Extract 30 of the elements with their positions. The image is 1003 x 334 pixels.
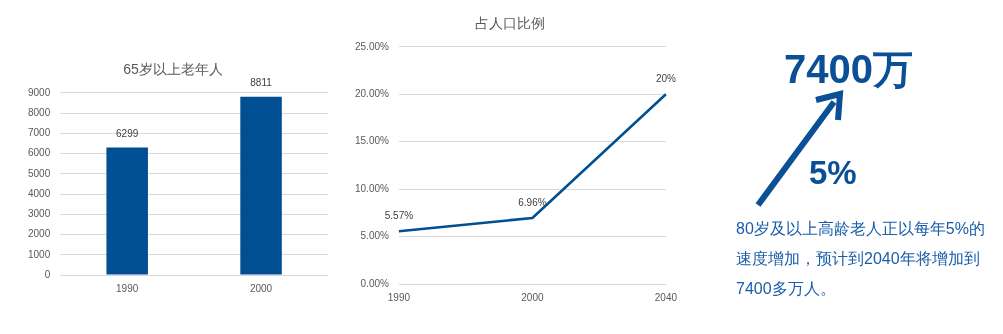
y-tick-label: 5000 [28, 167, 51, 179]
text: 7400万 [784, 46, 913, 93]
data-label: 20% [655, 72, 676, 84]
y-tick-label: 0 [44, 268, 51, 280]
text: 80岁及以上高龄老人正以每年5%的速度增加，预计到2040年将增加到7400多万人。 [736, 219, 986, 299]
x-tick-label: 1990 [387, 291, 411, 303]
data-label: 6299 [116, 128, 139, 140]
y-tick-label: 9000 [28, 86, 51, 98]
y-tick-label: 10.00% [354, 182, 390, 194]
chart-title: 65岁以上老年人 [123, 61, 223, 78]
y-tick-label: 4000 [28, 187, 51, 199]
y-tick-label: 7000 [28, 127, 51, 139]
y-tick-label: 1000 [28, 248, 51, 260]
y-tick-label: 3000 [28, 208, 51, 220]
y-tick-label: 5.00% [360, 230, 390, 242]
data-label: 8811 [250, 77, 273, 89]
x-tick-label: 1990 [116, 282, 139, 294]
x-tick-label: 2040 [654, 291, 678, 303]
y-tick-label: 6000 [28, 147, 51, 159]
data-label: 6.96% [518, 196, 547, 208]
y-tick-label: 20.00% [354, 87, 390, 99]
y-tick-label: 8000 [28, 106, 51, 118]
data-label: 5.57% [384, 209, 414, 221]
y-tick-label: 15.00% [354, 135, 390, 147]
y-tick-label: 2000 [28, 228, 51, 240]
text: 5% [809, 154, 857, 192]
chart-title: 占人口比例 [475, 15, 545, 32]
y-tick-label: 0.00% [360, 277, 390, 289]
y-tick-label: 25.00% [354, 40, 390, 52]
x-tick-label: 2000 [521, 291, 544, 303]
